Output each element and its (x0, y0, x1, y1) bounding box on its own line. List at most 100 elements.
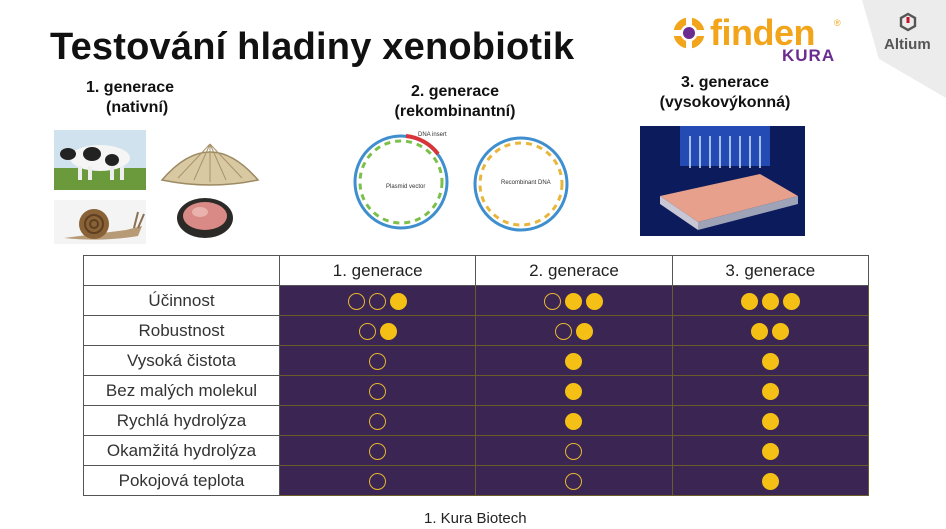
gen1-label: 1. generace (86, 79, 175, 96)
rating-cell-gen2 (475, 315, 673, 346)
rating-dots (544, 292, 604, 310)
rating-dots (369, 472, 387, 490)
row-label: Robustnost (83, 315, 280, 346)
row-label: Okamžitá hydrolýza (83, 435, 280, 466)
rating-cell-gen3 (671, 315, 870, 346)
robotic-lab-image (640, 126, 805, 236)
table-row: Robustnost (83, 315, 870, 346)
rating-cell-gen3 (671, 405, 870, 436)
rating-dots (369, 382, 387, 400)
header-gen3: 3. generace (671, 255, 870, 286)
row-label: Účinnost (83, 285, 280, 316)
rating-dots (369, 442, 387, 460)
table-row: Rychlá hydrolýza (83, 405, 870, 436)
finden-brand-text: finden (710, 12, 815, 53)
gen3-heading: 3. generace (vysokovýkonná) (640, 73, 810, 113)
rating-cell-gen2 (475, 405, 673, 436)
filled-circle-icon (565, 352, 583, 370)
rating-dots (358, 322, 397, 340)
rating-dots (740, 292, 800, 310)
rating-cell-gen1 (278, 345, 477, 376)
filled-circle-icon (565, 292, 583, 310)
filled-circle-icon (761, 352, 779, 370)
empty-circle-icon (369, 292, 387, 310)
empty-circle-icon (565, 442, 583, 460)
empty-circle-icon (544, 292, 562, 310)
empty-circle-icon (369, 412, 387, 430)
finden-logo-icon (672, 16, 706, 50)
rating-cell-gen1 (278, 375, 477, 406)
gen1-heading: 1. generace (nativní) (86, 78, 174, 118)
rating-dots (761, 472, 779, 490)
rating-dots (761, 352, 779, 370)
comparison-table: 1. generace 2. generace 3. generace Účin… (83, 255, 870, 496)
header-gen2: 2. generace (475, 255, 673, 286)
empty-circle-icon (369, 472, 387, 490)
rating-dots (565, 442, 583, 460)
rating-dots (761, 442, 779, 460)
rating-cell-gen1 (278, 285, 477, 316)
empty-circle-icon (358, 322, 376, 340)
altium-label: Altium (884, 36, 931, 53)
table-row: Účinnost (83, 285, 870, 316)
rating-dots (348, 292, 408, 310)
filled-circle-icon (761, 412, 779, 430)
empty-circle-icon (369, 382, 387, 400)
rating-dots (565, 352, 583, 370)
registered-mark: ® (834, 18, 841, 28)
table-row: Vysoká čistota (83, 345, 870, 376)
filled-circle-icon (761, 442, 779, 460)
filled-circle-icon (751, 322, 769, 340)
rating-dots (565, 412, 583, 430)
row-label: Pokojová teplota (83, 465, 280, 496)
empty-circle-icon (554, 322, 572, 340)
rating-dots (751, 322, 790, 340)
filled-circle-icon (740, 292, 758, 310)
filled-circle-icon (761, 382, 779, 400)
footnote: 1. Kura Biotech (424, 510, 527, 527)
plasmid-vector-label: Plasmid vector (386, 184, 425, 190)
rating-cell-gen1 (278, 315, 477, 346)
gen2-heading: 2. generace (rekombinantní) (380, 82, 530, 122)
rating-cell-gen1 (278, 465, 477, 496)
rating-dots (554, 322, 593, 340)
dna-insert-label: DNA insert (418, 132, 447, 138)
filled-circle-icon (390, 292, 408, 310)
finden-kura-logo: finden ® KURA (672, 12, 842, 68)
row-label: Vysoká čistota (83, 345, 280, 376)
header-empty-cell (83, 255, 280, 286)
rating-cell-gen2 (475, 345, 673, 376)
rating-dots (369, 412, 387, 430)
rating-cell-gen1 (278, 405, 477, 436)
rating-dots (761, 412, 779, 430)
recombinant-dna-label: Recombinant DNA (501, 180, 551, 186)
filled-circle-icon (782, 292, 800, 310)
rating-dots (565, 382, 583, 400)
cow-image (54, 130, 146, 190)
filled-circle-icon (761, 472, 779, 490)
table-row: Pokojová teplota (83, 465, 870, 496)
rating-cell-gen3 (671, 435, 870, 466)
abalone-image (172, 194, 238, 242)
header-gen1: 1. generace (278, 255, 477, 286)
filled-circle-icon (379, 322, 397, 340)
gen1-sub: (nativní) (106, 99, 169, 116)
page-title: Testování hladiny xenobiotik (50, 26, 575, 68)
rating-cell-gen2 (475, 375, 673, 406)
filled-circle-icon (772, 322, 790, 340)
plasmid-diagram: DNA insert Plasmid vector Recombinant DN… (346, 124, 576, 240)
gen2-label: 2. generace (410, 83, 500, 100)
empty-circle-icon (369, 442, 387, 460)
filled-circle-icon (565, 412, 583, 430)
filled-circle-icon (761, 292, 779, 310)
empty-circle-icon (565, 472, 583, 490)
filled-circle-icon (586, 292, 604, 310)
empty-circle-icon (369, 352, 387, 370)
rating-cell-gen3 (671, 375, 870, 406)
rating-dots (369, 352, 387, 370)
shell-image (158, 134, 262, 190)
filled-circle-icon (575, 322, 593, 340)
rating-cell-gen2 (475, 285, 673, 316)
row-label: Bez malých molekul (83, 375, 280, 406)
altium-icon (899, 12, 917, 32)
